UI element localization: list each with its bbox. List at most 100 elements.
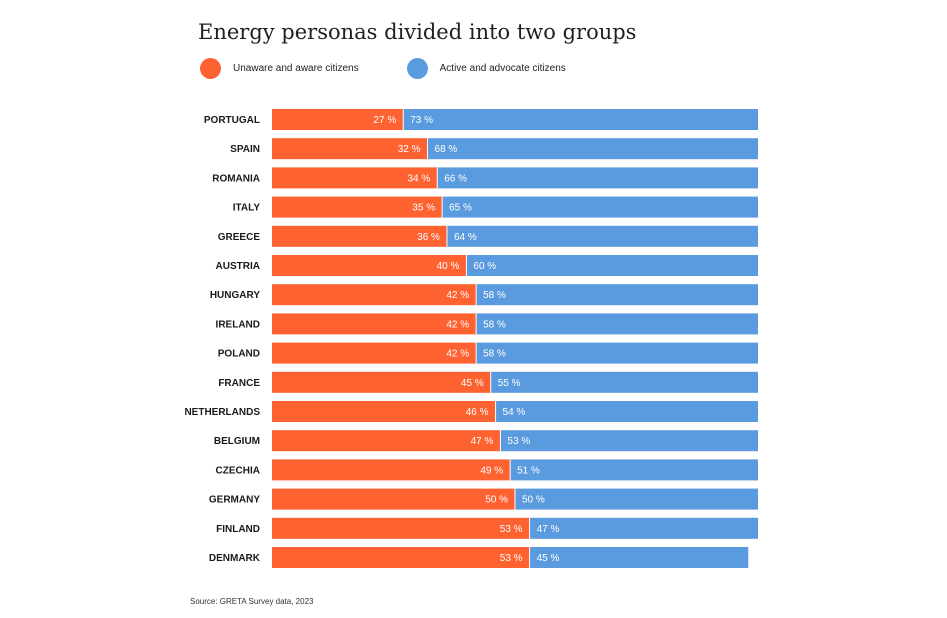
bar-row-denmark: DENMARK 53 % 45 %	[209, 547, 749, 568]
data-label-unaware-aware-hungary: 42 %	[446, 290, 469, 301]
data-label-unaware-aware-romania: 34 %	[407, 173, 430, 184]
category-label-france: FRANCE	[218, 378, 260, 389]
data-label-unaware-aware-greece: 36 %	[417, 232, 440, 243]
bar-active-advocate-portugal	[403, 109, 758, 130]
bar-active-advocate-austria	[466, 255, 758, 276]
data-label-unaware-aware-ireland: 42 %	[446, 319, 469, 330]
data-label-active-advocate-poland: 58 %	[483, 349, 506, 360]
legend-item-active-advocate: Active and advocate citizens	[406, 58, 566, 79]
category-label-spain: SPAIN	[230, 144, 260, 155]
data-label-unaware-aware-germany: 50 %	[485, 495, 508, 506]
bar-unaware-aware-france	[272, 371, 491, 393]
data-label-active-advocate-netherlands: 54 %	[503, 407, 526, 418]
category-label-hungary: HUNGARY	[210, 290, 261, 301]
data-label-unaware-aware-netherlands: 46 %	[466, 407, 489, 418]
bar-row-spain: SPAIN 32 % 68 %	[230, 138, 758, 160]
bar-unaware-aware-greece	[272, 225, 447, 247]
category-label-ireland: IRELAND	[216, 319, 260, 330]
bar-row-finland: FINLAND 53 % 47 %	[216, 517, 758, 539]
category-label-finland: FINLAND	[216, 524, 260, 535]
category-label-netherlands: NETHERLANDS	[184, 407, 260, 418]
bar-row-ireland: IRELAND 42 % 58 %	[216, 313, 758, 335]
bar-active-advocate-ireland	[476, 313, 758, 335]
data-label-active-advocate-hungary: 58 %	[483, 290, 506, 301]
bar-row-belgium: BELGIUM 47 % 53 %	[214, 430, 758, 452]
bar-unaware-aware-ireland	[272, 313, 477, 335]
data-label-unaware-aware-poland: 42 %	[446, 349, 469, 360]
bar-active-advocate-hungary	[476, 284, 758, 306]
bar-active-advocate-greece	[446, 225, 758, 247]
data-label-unaware-aware-denmark: 53 %	[500, 553, 523, 564]
data-label-active-advocate-romania: 66 %	[444, 173, 467, 184]
bar-unaware-aware-spain	[272, 138, 428, 160]
bar-unaware-aware-austria	[272, 255, 467, 276]
bar-row-austria: AUSTRIA 40 % 60 %	[216, 255, 758, 276]
bar-active-advocate-finland	[529, 517, 758, 539]
data-label-active-advocate-finland: 47 %	[537, 524, 560, 535]
category-label-czechia: CZECHIA	[216, 465, 260, 476]
bar-row-hungary: HUNGARY 42 % 58 %	[210, 284, 758, 306]
bar-unaware-aware-belgium	[272, 430, 501, 452]
category-label-poland: POLAND	[218, 349, 260, 360]
bar-unaware-aware-germany	[272, 488, 515, 510]
data-label-unaware-aware-portugal: 27 %	[373, 115, 396, 126]
bar-active-advocate-germany	[515, 488, 758, 510]
category-label-austria: AUSTRIA	[216, 261, 260, 272]
bar-active-advocate-france	[490, 371, 758, 393]
bar-row-greece: GREECE 36 % 64 %	[218, 225, 758, 247]
data-label-unaware-aware-austria: 40 %	[437, 261, 460, 272]
bar-unaware-aware-hungary	[272, 284, 477, 306]
data-label-unaware-aware-czechia: 49 %	[480, 465, 503, 476]
source-note: Source: GRETA Survey data, 2023	[190, 597, 314, 606]
category-label-portugal: PORTUGAL	[204, 115, 260, 126]
data-label-unaware-aware-belgium: 47 %	[471, 436, 494, 447]
data-label-active-advocate-denmark: 45 %	[537, 553, 560, 564]
data-label-unaware-aware-france: 45 %	[461, 378, 484, 389]
bar-row-romania: ROMANIA 34 % 66 %	[212, 167, 758, 189]
legend: Unaware and aware citizens Active and ad…	[200, 58, 566, 79]
category-label-denmark: DENMARK	[209, 553, 261, 564]
category-label-italy: ITALY	[233, 203, 261, 214]
bar-unaware-aware-czechia	[272, 459, 511, 481]
bar-row-italy: ITALY 35 % 65 %	[233, 196, 758, 218]
bar-row-czechia: CZECHIA 49 % 51 %	[216, 459, 758, 481]
bar-row-portugal: PORTUGAL 27 % 73 %	[204, 109, 758, 130]
data-label-unaware-aware-spain: 32 %	[398, 144, 421, 155]
data-label-active-advocate-france: 55 %	[498, 378, 521, 389]
bar-unaware-aware-netherlands	[272, 401, 496, 422]
data-label-active-advocate-portugal: 73 %	[410, 115, 433, 126]
bar-active-advocate-spain	[427, 138, 758, 160]
bar-active-advocate-netherlands	[495, 401, 758, 422]
legend-item-unaware-aware: Unaware and aware citizens	[200, 58, 359, 79]
bar-row-france: FRANCE 45 % 55 %	[218, 371, 758, 393]
bar-active-advocate-belgium	[500, 430, 758, 452]
data-label-active-advocate-greece: 64 %	[454, 232, 477, 243]
data-label-active-advocate-spain: 68 %	[435, 144, 458, 155]
bar-row-poland: POLAND 42 % 58 %	[218, 342, 758, 364]
bar-unaware-aware-italy	[272, 196, 443, 218]
bar-active-advocate-czechia	[510, 459, 758, 481]
bar-active-advocate-poland	[476, 342, 758, 364]
bar-unaware-aware-romania	[272, 167, 438, 189]
bar-unaware-aware-portugal	[272, 109, 404, 130]
legend-label-unaware-aware: Unaware and aware citizens	[233, 63, 359, 74]
category-label-romania: ROMANIA	[212, 173, 260, 184]
data-label-unaware-aware-finland: 53 %	[500, 524, 523, 535]
data-label-active-advocate-ireland: 58 %	[483, 319, 506, 330]
bar-active-advocate-romania	[437, 167, 758, 189]
category-label-belgium: BELGIUM	[214, 436, 260, 447]
bar-unaware-aware-finland	[272, 517, 530, 539]
bar-row-germany: GERMANY 50 % 50 %	[209, 488, 758, 510]
bar-unaware-aware-denmark	[272, 547, 530, 568]
data-label-active-advocate-italy: 65 %	[449, 203, 472, 214]
category-label-greece: GREECE	[218, 232, 261, 243]
data-label-unaware-aware-italy: 35 %	[412, 203, 435, 214]
data-label-active-advocate-austria: 60 %	[473, 261, 496, 272]
legend-label-active-advocate: Active and advocate citizens	[439, 63, 566, 74]
category-label-germany: GERMANY	[209, 495, 260, 506]
data-label-active-advocate-czechia: 51 %	[517, 465, 540, 476]
bar-active-advocate-denmark	[529, 547, 749, 568]
legend-swatch-orange	[200, 58, 221, 79]
legend-swatch-blue	[406, 58, 428, 79]
bar-unaware-aware-poland	[272, 342, 477, 364]
